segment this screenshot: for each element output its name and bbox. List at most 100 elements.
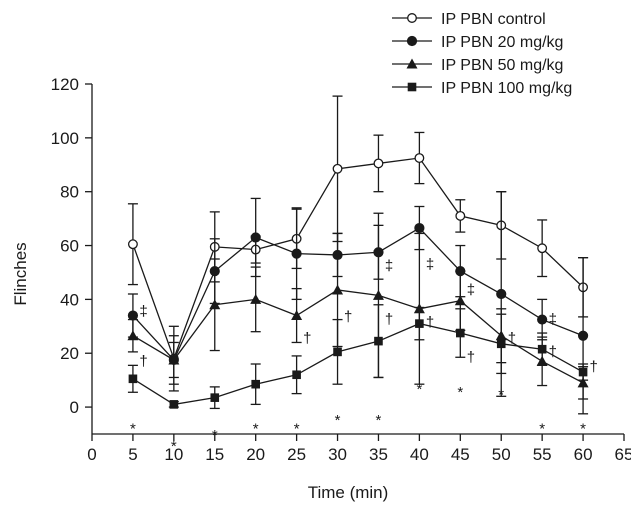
- data-point-2-2: [209, 299, 221, 310]
- data-point-0-0: [127, 239, 138, 250]
- data-point-0-8: [455, 210, 466, 221]
- series-line-3: [132, 322, 584, 406]
- annotation-16: ‡: [385, 257, 393, 274]
- annotation-12: ‡: [139, 303, 147, 320]
- annotation-4: *: [294, 420, 300, 437]
- annotation-14: †: [303, 330, 311, 347]
- annotation-10: *: [539, 420, 545, 437]
- data-point-2-3: [250, 293, 262, 304]
- data-point-2-8: [454, 295, 466, 306]
- data-point-1-0: [127, 310, 139, 321]
- y-tick-label-80: 80: [60, 183, 79, 202]
- data-point-3-5: [333, 347, 342, 357]
- data-point-3-8: [456, 328, 465, 338]
- legend-marker-3: [407, 82, 417, 92]
- data-point-1-3: [250, 232, 261, 243]
- data-point-3-1: [169, 400, 179, 409]
- data-point-0-5: [332, 163, 343, 174]
- y-tick-label-20: 20: [60, 344, 79, 363]
- data-point-3-3: [251, 379, 260, 389]
- x-tick-label-30: 30: [328, 445, 347, 464]
- data-point-2-11: [577, 377, 589, 388]
- x-tick-label-60: 60: [574, 445, 593, 464]
- annotation-17: †: [385, 311, 393, 328]
- y-tick-label-40: 40: [60, 290, 79, 309]
- legend-label-0: IP PBN control: [441, 11, 546, 28]
- series-layer: [127, 95, 589, 415]
- x-tick-label-5: 5: [128, 445, 137, 464]
- annotation-0: *: [130, 420, 136, 437]
- data-point-1-9: [496, 288, 507, 300]
- legend-marker-1: [406, 35, 418, 47]
- annotation-18: ‡: [426, 256, 434, 273]
- annotation-13: †: [139, 353, 147, 370]
- annotation-3: *: [253, 420, 259, 437]
- annotation-2: *: [212, 427, 218, 444]
- annotation-25: †: [590, 358, 598, 375]
- series-line-2: [132, 289, 584, 384]
- annotation-24: †: [549, 344, 557, 361]
- annotation-6: *: [376, 412, 382, 429]
- x-tick-label-25: 25: [287, 445, 306, 464]
- data-point-3-6: [374, 336, 383, 346]
- annotation-23: ‡: [549, 311, 557, 328]
- x-tick-label-65: 65: [615, 445, 631, 464]
- data-point-3-11: [578, 367, 588, 377]
- data-point-3-7: [415, 319, 424, 328]
- y-tick-label-100: 100: [51, 129, 79, 148]
- series-1: [127, 191, 589, 415]
- annotation-8: *: [457, 384, 463, 401]
- series-line-1: [132, 227, 584, 362]
- y-axis-title: Flinches: [11, 242, 30, 305]
- data-point-3-4: [292, 370, 301, 380]
- axes: 0 5 10 15 20 25 30 35 40 45 50 55 60 65 0 20 40 60 80 100 12…: [51, 75, 631, 464]
- data-point-2-4: [291, 310, 303, 321]
- x-tick-label-15: 15: [205, 445, 224, 464]
- x-tick-label-55: 55: [533, 445, 552, 464]
- y-tick-label-60: 60: [60, 237, 79, 256]
- annotation-22: †: [508, 330, 516, 347]
- data-point-2-5: [332, 284, 344, 295]
- legend-marker-2: [406, 58, 418, 69]
- x-tick-label-35: 35: [369, 445, 388, 464]
- data-point-2-1: [168, 354, 180, 365]
- annotation-1: *: [171, 438, 177, 455]
- x-tick-label-20: 20: [246, 445, 265, 464]
- data-point-3-0: [128, 374, 138, 384]
- legend-marker-0: [407, 13, 417, 23]
- data-point-2-6: [372, 289, 384, 300]
- legend: IP PBN control IP PBN 20 mg/kg IP PBN 50 m…: [392, 11, 572, 97]
- annotation-19: †: [426, 314, 434, 331]
- x-tick-label-10: 10: [164, 445, 183, 464]
- data-point-1-11: [577, 330, 589, 341]
- data-point-1-7: [414, 222, 425, 234]
- data-point-1-10: [537, 314, 548, 325]
- annotation-21: †: [467, 349, 475, 366]
- data-point-3-9: [496, 339, 506, 349]
- annotation-5: *: [335, 412, 341, 429]
- data-point-3-2: [210, 393, 220, 402]
- data-point-0-7: [414, 153, 425, 163]
- data-point-3-10: [537, 344, 547, 354]
- annotation-15: †: [344, 309, 352, 326]
- annotation-7: *: [416, 381, 422, 398]
- y-tick-label-120: 120: [51, 75, 79, 94]
- x-tick-label-50: 50: [492, 445, 511, 464]
- data-point-1-4: [291, 248, 302, 259]
- x-tick-label-40: 40: [410, 445, 429, 464]
- annotation-layer: * * * * * * * * * * * * ‡ † † † ‡ † ‡ † ‡ † † ‡ † †: [130, 256, 598, 455]
- x-axis-title: Time (min): [308, 483, 389, 502]
- annotation-11: *: [580, 420, 586, 437]
- data-point-0-6: [373, 158, 384, 169]
- series-line-0: [132, 157, 584, 361]
- data-point-2-0: [127, 330, 139, 341]
- data-point-0-10: [537, 243, 548, 254]
- legend-label-1: IP PBN 20 mg/kg: [441, 34, 563, 51]
- annotation-9: *: [498, 387, 504, 404]
- annotation-20: ‡: [467, 282, 475, 299]
- x-tick-label-0: 0: [87, 445, 96, 464]
- x-tick-label-45: 45: [451, 445, 470, 464]
- y-tick-label-0: 0: [70, 398, 79, 417]
- legend-label-2: IP PBN 50 mg/kg: [441, 57, 563, 74]
